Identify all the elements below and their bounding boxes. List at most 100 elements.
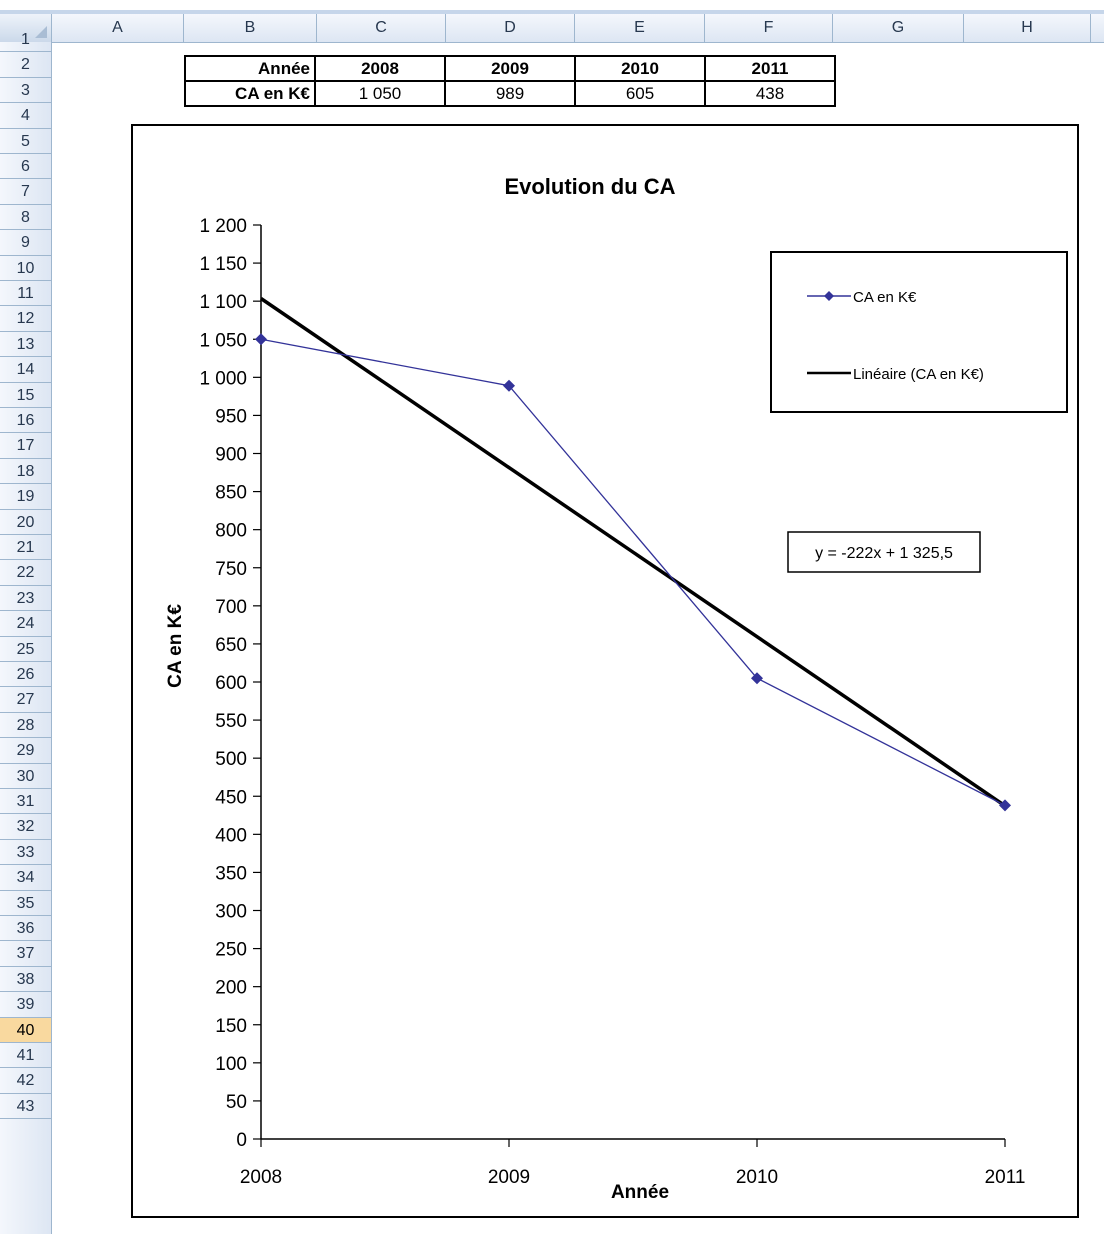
equation-box (787, 531, 981, 573)
cell-value-2010[interactable]: 605 (574, 80, 706, 107)
row-header-23[interactable]: 23 (0, 586, 51, 612)
row-header-39[interactable]: 39 (0, 992, 51, 1018)
data-point-2009[interactable] (503, 379, 515, 392)
legend[interactable]: CA en K€ Linéaire (CA en K€) (770, 251, 1068, 413)
y-tick-label: 150 (215, 1016, 247, 1037)
row-header-41[interactable]: 41 (0, 1043, 51, 1069)
data-point-2008[interactable] (255, 333, 267, 346)
row-header-25[interactable]: 25 (0, 637, 51, 662)
cell-value-2011[interactable]: 438 (704, 80, 836, 107)
row-header-31[interactable]: 31 (0, 789, 51, 815)
data-point-2010[interactable] (751, 672, 763, 685)
row-header-6[interactable]: 6 (0, 154, 51, 180)
row-header-43[interactable]: 43 (0, 1094, 51, 1120)
equation-label: y = -222x + 1 325,5 (815, 545, 953, 562)
row-header-9[interactable]: 9 (0, 230, 51, 256)
toolbar-edge (0, 0, 1104, 14)
row-header-40[interactable]: 40 (0, 1017, 51, 1043)
row-header-28[interactable]: 28 (0, 713, 51, 739)
row-header-13[interactable]: 13 (0, 332, 51, 358)
chart-title[interactable]: Evolution du CA (504, 174, 675, 199)
data-point-2011[interactable] (999, 799, 1011, 812)
column-header-a[interactable]: A (52, 14, 184, 42)
row-header-8[interactable]: 8 (0, 205, 51, 231)
row-header-33[interactable]: 33 (0, 840, 51, 866)
series-line[interactable] (260, 338, 1006, 806)
chart-area[interactable]: Evolution du CA CA en K€ Année 0 50 100 150… (131, 124, 1079, 1218)
y-tick-label: 0 (236, 1130, 247, 1151)
row-header-42[interactable]: 42 (0, 1068, 51, 1094)
plot-area (255, 297, 1011, 812)
x-tick-label: 2010 (736, 1167, 778, 1188)
y-tick-label: 100 (215, 1054, 247, 1075)
row-header-bar: 1 2 3 4 5 6 7 8 9 10 11 12 13 14 15 16 17 18 19 20 21 22 23 24 2… (0, 31, 52, 1234)
select-all-corner[interactable] (0, 14, 52, 42)
x-axis-title[interactable]: Année (611, 1182, 669, 1203)
y-tick-label: 250 (215, 940, 247, 961)
row-header-2[interactable]: 2 (0, 52, 51, 78)
row-header-7[interactable]: 7 (0, 179, 51, 205)
trendline-equation[interactable]: y = -222x + 1 325,5 (787, 531, 981, 573)
y-tick-label: 550 (215, 711, 247, 732)
x-axis: 2008 2009 2010 2011 (240, 1138, 1025, 1188)
row-header-4[interactable]: 4 (0, 103, 51, 129)
row-header-38[interactable]: 38 (0, 967, 51, 993)
y-tick-label: 850 (215, 483, 247, 504)
row-header-37[interactable]: 37 (0, 941, 51, 967)
trendline[interactable] (260, 297, 1006, 808)
column-header-e[interactable]: E (575, 14, 705, 42)
cell-annee-label[interactable]: Année (184, 55, 316, 82)
row-header-20[interactable]: 20 (0, 510, 51, 535)
y-tick-label: 1 200 (199, 216, 247, 237)
y-axis-title[interactable]: CA en K€ (165, 604, 186, 688)
cell-year-2010[interactable]: 2010 (574, 55, 706, 82)
row-header-5[interactable]: 5 (0, 129, 51, 154)
row-header-32[interactable]: 32 (0, 814, 51, 840)
y-tick-label: 950 (215, 406, 247, 427)
row-header-21[interactable]: 21 (0, 535, 51, 561)
table-row-values: CA en K€ 1 050 989 605 438 (184, 80, 836, 107)
legend-series-marker (824, 291, 834, 301)
cell-value-2009[interactable]: 989 (444, 80, 576, 107)
y-tick-label: 1 100 (199, 292, 247, 313)
row-header-16[interactable]: 16 (0, 408, 51, 434)
y-tick-label: 450 (215, 787, 247, 808)
row-header-34[interactable]: 34 (0, 865, 51, 891)
column-header-c[interactable]: C (317, 14, 446, 42)
row-header-35[interactable]: 35 (0, 891, 51, 916)
row-header-18[interactable]: 18 (0, 459, 51, 485)
column-header-g[interactable]: G (833, 14, 964, 42)
column-header-b[interactable]: B (184, 14, 317, 42)
row-header-19[interactable]: 19 (0, 484, 51, 510)
row-header-22[interactable]: 22 (0, 560, 51, 586)
column-header-f[interactable]: F (705, 14, 833, 42)
row-header-30[interactable]: 30 (0, 764, 51, 789)
row-header-15[interactable]: 15 (0, 383, 51, 408)
cell-year-2011[interactable]: 2011 (704, 55, 836, 82)
y-tick-label: 200 (215, 978, 247, 999)
cell-year-2009[interactable]: 2009 (444, 55, 576, 82)
row-header-24[interactable]: 24 (0, 611, 51, 637)
row-header-1[interactable]: 1 (0, 27, 51, 53)
row-header-14[interactable]: 14 (0, 357, 51, 383)
column-header-h[interactable]: H (964, 14, 1091, 42)
column-header-bar: A B C D E F G H (0, 14, 1104, 43)
row-header-26[interactable]: 26 (0, 662, 51, 688)
row-header-36[interactable]: 36 (0, 916, 51, 942)
table-row-years: Année 2008 2009 2010 2011 (184, 55, 836, 82)
row-header-27[interactable]: 27 (0, 687, 51, 713)
cell-value-2008[interactable]: 1 050 (314, 80, 446, 107)
x-tick-label: 2009 (488, 1167, 530, 1188)
cell-ca-label[interactable]: CA en K€ (184, 80, 316, 107)
row-header-12[interactable]: 12 (0, 306, 51, 332)
row-header-11[interactable]: 11 (0, 281, 51, 307)
column-header-d[interactable]: D (446, 14, 575, 42)
row-header-17[interactable]: 17 (0, 433, 51, 459)
y-tick-label: 800 (215, 521, 247, 542)
cell-year-2008[interactable]: 2008 (314, 55, 446, 82)
row-header-29[interactable]: 29 (0, 738, 51, 764)
y-axis: 0 50 100 150 200 250 300 350 400 450 500 550 600 650 7… (199, 216, 262, 1151)
row-header-10[interactable]: 10 (0, 256, 51, 281)
y-tick-label: 500 (215, 749, 247, 770)
row-header-3[interactable]: 3 (0, 78, 51, 104)
